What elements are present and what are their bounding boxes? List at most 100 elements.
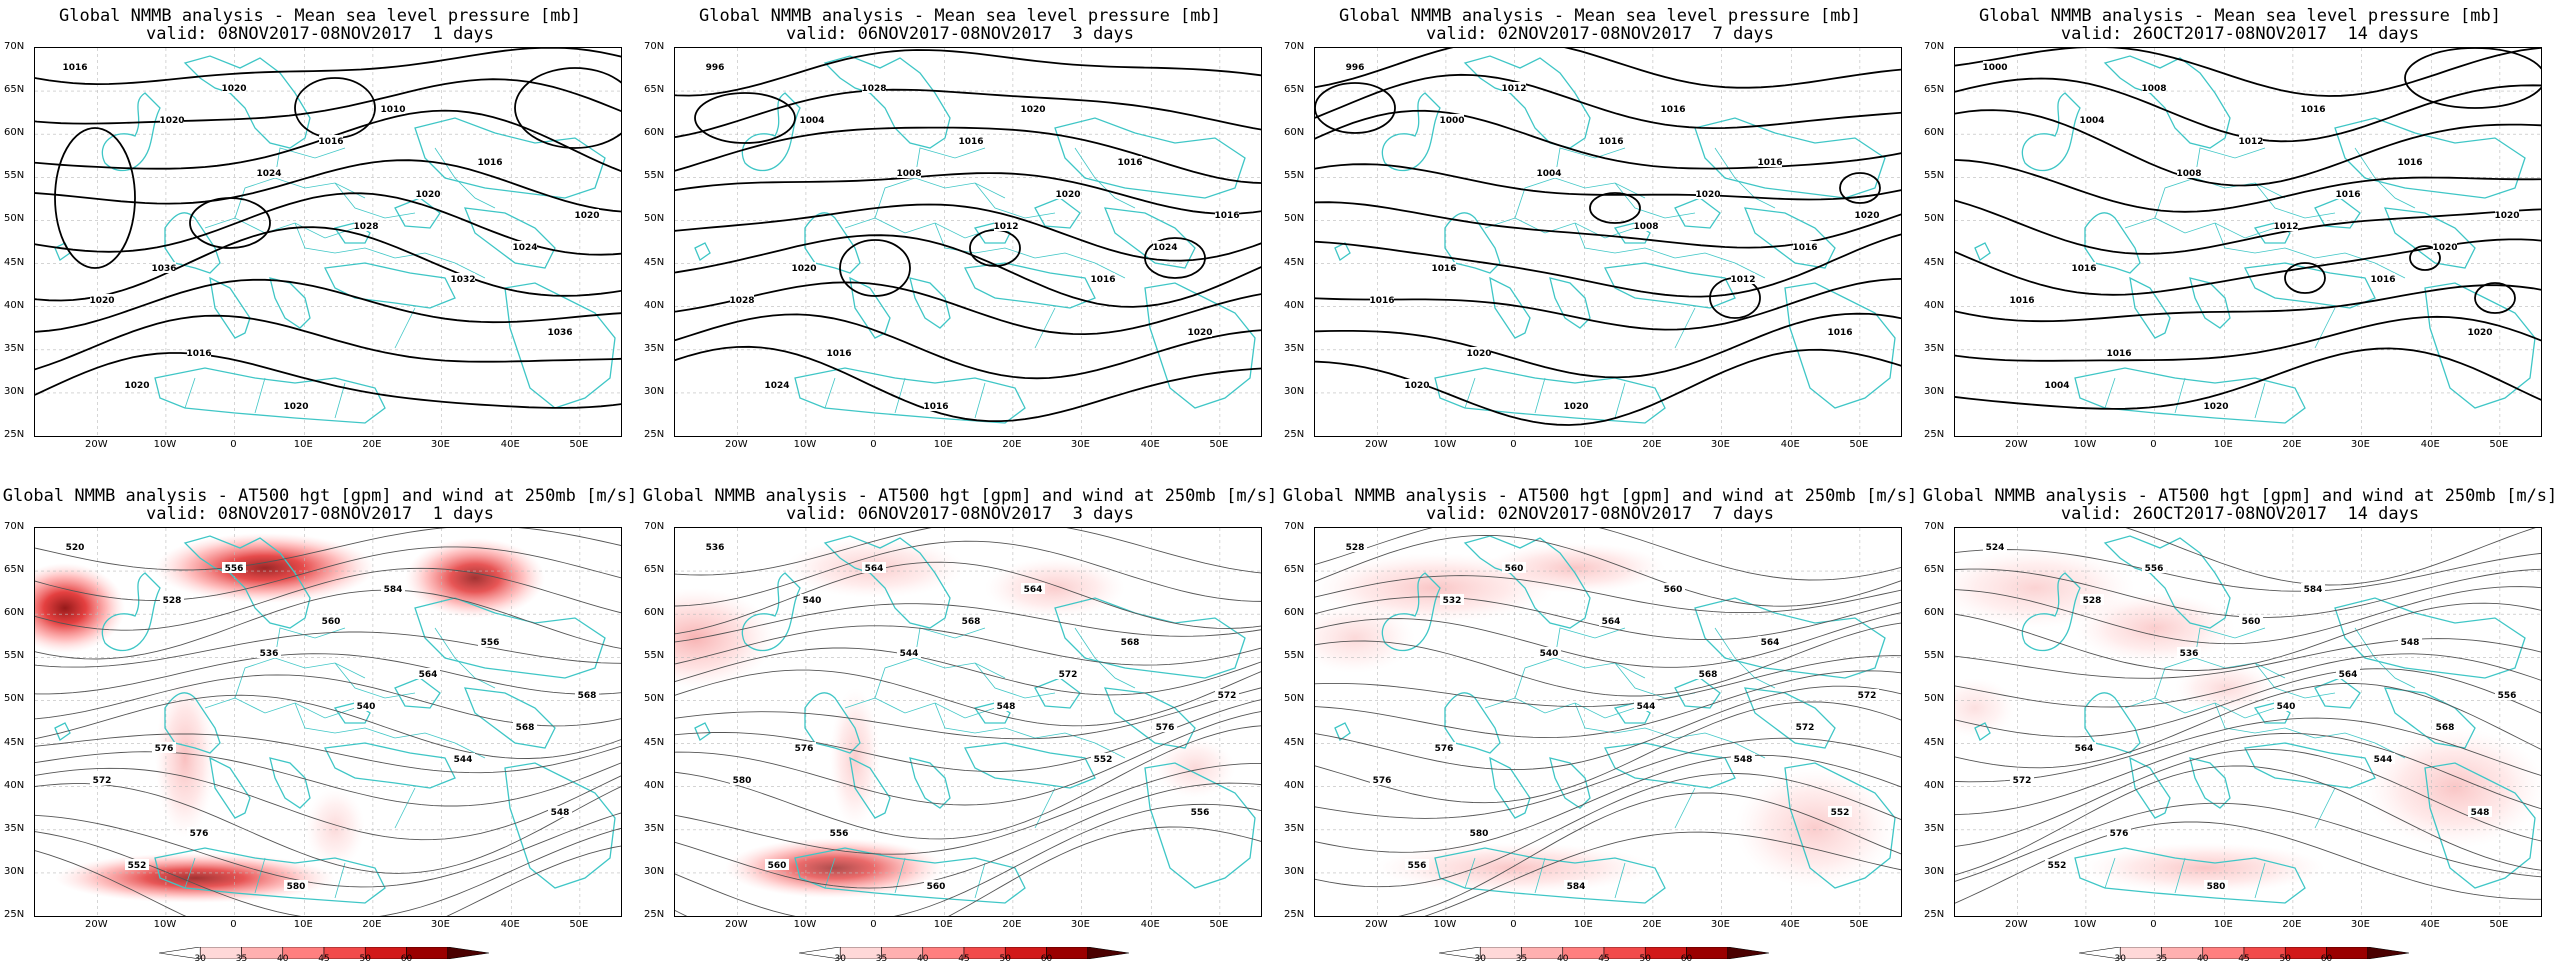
colorbar-label: 30 [834,954,846,964]
contour-label: 1020 [1466,349,1491,359]
latitude-label: 35N [644,342,665,354]
contour-line [35,567,621,631]
latitude-label: 45N [644,256,665,268]
contour-line [1315,575,1901,614]
country-border [234,177,366,219]
contour-label: 548 [2471,808,2490,818]
latitude-label: 55N [4,170,25,182]
coastline [54,722,71,741]
z500-panel: Global NMMB analysis - AT500 hgt [gpm] a… [1920,480,2560,964]
coastline [1034,197,1081,229]
longitude-label: 10W [153,919,177,930]
contour-label-bg [319,615,343,626]
contour-label: 556 [225,564,244,574]
contour-label-bg [703,541,727,552]
contour-label: 520 [66,543,85,553]
contour-line [35,767,621,841]
wind-shading [35,563,125,653]
map-plot: 996 1000 1004 1008 1012 1016 1020 1012 1016 1020 1… [1315,48,1901,436]
country-border [974,182,1056,219]
contour-line [675,203,1261,262]
contour-label: 1012 [1501,84,1526,94]
slp-panel: Global NMMB analysis - Mean sea level pr… [1280,0,1920,480]
coastline [2334,117,2526,199]
contour-label: 1004 [1536,169,1561,179]
latitude-label: 60N [1284,127,1305,139]
contour-label-bg [284,880,308,891]
latitude-label: 35N [1924,822,1945,834]
colorbar-segment [1046,946,1089,960]
latitude-label: 40N [644,779,665,791]
coastline [973,222,1011,244]
contour-label-bg [959,135,983,146]
longitude-label: 10W [1433,439,1457,450]
coastline [333,702,371,724]
contour-label-bg [548,806,572,817]
longitude-label: 40E [500,439,520,450]
longitude-label: 10E [2213,439,2233,450]
contour-label-bg [2045,859,2069,870]
wind-shading [1315,603,1415,673]
contour-label: 580 [2207,882,2226,892]
coastline [504,282,616,409]
latitude-label: 35N [4,342,25,354]
coastline [1613,222,1651,244]
longitude-label: 20W [1365,439,1388,450]
longitude-label: 20W [85,439,108,450]
map-plot: 524 528 536 540 544 548 552 556 560 564 568 572 576 5… [1955,528,2541,916]
latitude-label: 25N [1284,429,1305,440]
contour-label: 552 [2048,861,2067,871]
latitude-label: 35N [644,822,665,834]
coastline [1674,677,1721,709]
contour-label-bg [2204,400,2228,411]
contour-label-bg [187,827,211,838]
contour-label: 564 [1602,617,1621,627]
contour-label-bg [257,647,281,658]
map-area: 536 540 544 548 552 556 560 564 568 572 576 580 556 5… [674,527,1262,917]
contour-label: 1012 [2273,222,2298,232]
contour-label-bg [257,167,281,178]
contour-label: 1020 [1695,190,1720,200]
coastline [1694,117,1886,199]
coastline [2244,262,2376,309]
contour-label: 548 [2401,638,2420,648]
coastline [2189,277,2231,329]
contour-label-bg [152,262,176,273]
contour-label-bg [2433,241,2457,252]
contour-label: 1004 [2044,381,2069,391]
coastline [964,262,1096,309]
colorbar-segment [1686,946,1729,960]
colorbar-segment [2326,946,2369,960]
colorbar-label: 35 [875,954,888,964]
contour-label: 1016 [62,63,87,73]
contour-label-bg [1215,689,1239,700]
wind-shading [2085,843,2325,893]
contour-label: 996 [1346,63,1365,73]
longitude-label: 0 [870,919,877,930]
contour-label: 1020 [283,402,308,412]
longitude-label: 50E [2489,439,2509,450]
colorbar-label: 45 [1598,954,1610,964]
contour-label: 1016 [2397,158,2422,168]
country-border [1674,732,1766,759]
contour-line [1315,109,1901,170]
contour-label: 1020 [791,264,816,274]
contour-label: 564 [1024,585,1043,595]
coastline [973,702,1011,724]
contour-label: 580 [1470,829,1489,839]
latitude-label: 30N [1284,385,1305,397]
latitude-label: 65N [4,564,25,576]
contour-label-bg [2177,647,2201,658]
country-border [2314,732,2406,759]
contour-label-bg [2274,220,2298,231]
coastline [1549,757,1591,809]
contour-label: 556 [1408,861,1427,871]
country-border [1464,787,1696,899]
panel-valid-date: valid: 26OCT2017-08NOV2017 14 days [2060,504,2420,524]
contour-label-bg [703,61,727,72]
contour-label-bg [862,562,886,573]
contour-label-bg [284,400,308,411]
latitude-label: 50N [644,693,665,705]
latitude-label: 55N [644,650,665,662]
latitude-label: 65N [644,564,665,576]
